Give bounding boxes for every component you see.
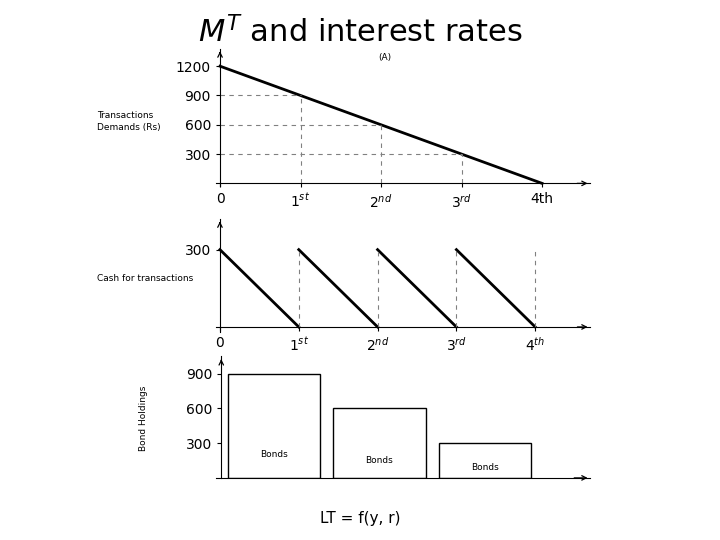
Text: Bonds: Bonds bbox=[471, 463, 499, 471]
Text: (A): (A) bbox=[379, 52, 392, 62]
Text: $M^T$ and interest rates: $M^T$ and interest rates bbox=[197, 16, 523, 49]
Bar bbox=[333, 408, 426, 478]
Text: Cash for transactions: Cash for transactions bbox=[97, 274, 194, 282]
Text: Bonds: Bonds bbox=[260, 450, 288, 459]
X-axis label: Time in weeks: Time in weeks bbox=[371, 362, 436, 371]
Bar bbox=[438, 443, 531, 478]
Text: Bond Holdings: Bond Holdings bbox=[140, 386, 148, 451]
Text: Transactions
Demands (Rs): Transactions Demands (Rs) bbox=[97, 111, 161, 132]
Text: Bonds: Bonds bbox=[366, 456, 393, 465]
Text: LT = f(y, r): LT = f(y, r) bbox=[320, 511, 400, 526]
Bar bbox=[228, 374, 320, 478]
